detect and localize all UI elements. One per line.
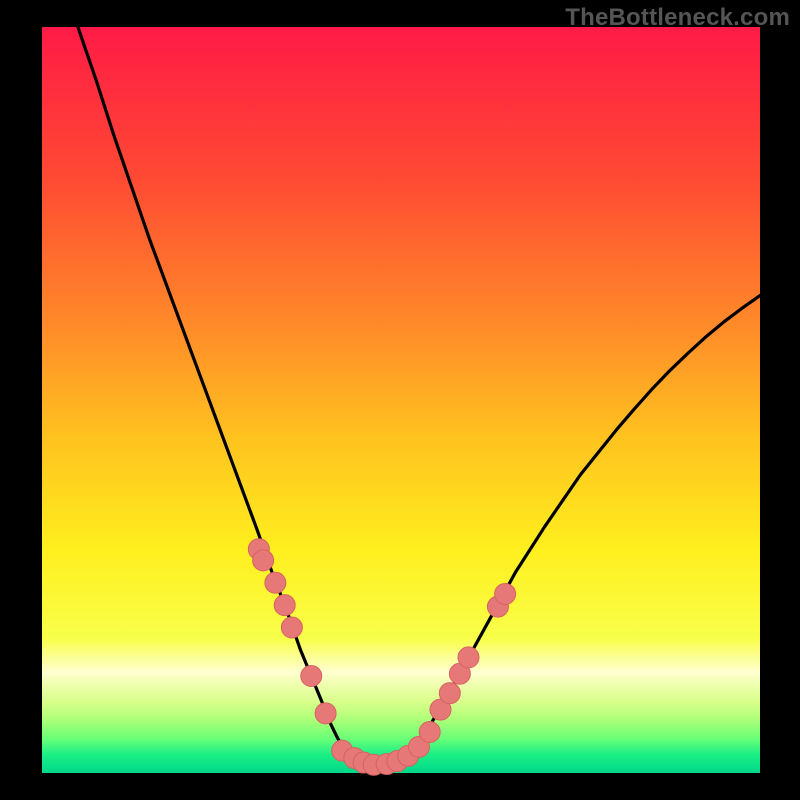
plot-background bbox=[42, 27, 760, 773]
data-marker bbox=[458, 647, 479, 668]
data-marker bbox=[253, 550, 274, 571]
data-marker bbox=[301, 666, 322, 687]
data-marker bbox=[315, 703, 336, 724]
chart-stage: TheBottleneck.com bbox=[0, 0, 800, 800]
data-marker bbox=[281, 617, 302, 638]
data-marker bbox=[419, 721, 440, 742]
data-marker bbox=[274, 595, 295, 616]
data-marker bbox=[265, 572, 286, 593]
data-marker bbox=[495, 583, 516, 604]
watermark-text: TheBottleneck.com bbox=[565, 4, 790, 32]
data-marker bbox=[439, 683, 460, 704]
bottleneck-chart bbox=[0, 0, 800, 800]
